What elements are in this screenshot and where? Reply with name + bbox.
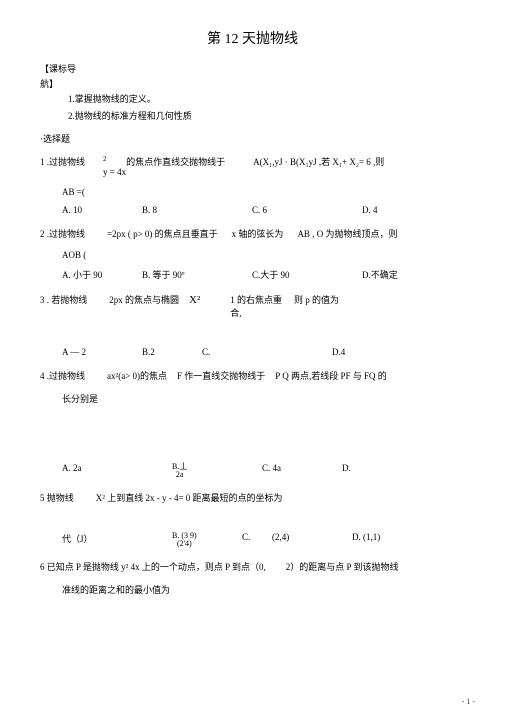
q3-lead: 3 . 若抛物线 [40,293,87,306]
q6-tail: 准线的距离之和的最小值为 [62,583,465,596]
q4-line1: 4 .过抛物线 ax²(a> 0)的焦点 F 作一直线交抛物线于 P Q 两点,… [40,369,465,382]
q4-opt-b: B.丄2a [172,463,262,479]
q4-pq: P Q 两点,若线段 PF 与 FQ 的 [275,369,386,382]
page-title: 第 12 天抛物线 [40,28,465,48]
q4-opt-d: D. [342,463,351,479]
q1-opt-c: C. 6 [252,205,362,215]
q2-tail: AB , O 为抛物线顶点，则 [297,227,397,240]
q1-eq: 2y = 4x [103,155,126,177]
q4-opt-a: A. 2a [62,463,172,479]
q5-lead: 5 抛物线 [40,491,74,504]
guide-label-1: 【课标导 [40,62,465,75]
q6-line1: 6 已知点 P 是抛物线 y² 4x 上的一个动点，则点 P 到点（0, 2）的… [40,560,465,573]
q1-opt-d: D. 4 [362,205,378,215]
guide-point-1: 1.掌握抛物线的定义。 [68,92,465,105]
q4-lead: 4 .过抛物线 [40,369,85,382]
q6-mid: 2）的距离与点 P 到该抛物线 [286,560,399,573]
q2-aob: AOB ( [62,250,465,260]
q5-opt-a: 代（J） [62,532,172,548]
q3-opt-a: A — 2 [62,347,142,357]
q1-ab: AB =( [62,187,465,197]
q3-tail3: 则 p 的值为 [294,293,339,306]
q1-lead: 1 .过抛物线 [40,155,85,168]
q2-opt-a: A. 小于 90 [62,268,142,281]
q1-mid: 的焦点作直线交抛物线于 [126,155,225,168]
q3-x2: X² [189,294,200,306]
q5-opt-b: B. (3 9)(2'4) [172,532,242,548]
q5-opt-d: D. (1,1) [352,532,380,548]
q2-lead: 2 .过抛物线 [40,227,85,240]
q3-opt-d: D.4 [332,347,345,357]
q5-opt-c: (2,4) [272,532,352,548]
q1-options: A. 10 B. 8 C. 6 D. 4 [62,205,465,215]
q4-options: A. 2a B.丄2a C. 4a D. [62,463,465,479]
guide-point-2: 2.抛物线的标准方程和几何性质 [68,109,465,122]
q2-eq: =2px ( p> 0) 的焦点且垂直于 [107,227,218,240]
q2-opt-b: B. 等于 90º [142,268,252,281]
q1-opt-b: B. 8 [142,205,252,215]
document-page: { "title": "第 12 天抛物线", "header": { "lab… [0,0,505,714]
q3-options: A — 2 B.2 C. D.4 [62,347,465,357]
q5-opt-c-label: C. [242,532,272,548]
q3-mid: 2px 的焦点与椭圆 [109,293,179,306]
guide-label-2: 航】 [40,77,465,90]
q4-opt-c: C. 4a [262,463,342,479]
q2-line1: 2 .过抛物线 =2px ( p> 0) 的焦点且垂直于 x 轴的弦长为 AB … [40,227,465,240]
page-number: - 1 - [462,697,475,706]
q3-line1: 3 . 若抛物线 2px 的焦点与椭圆 X² 1 的右焦点重合, 则 p 的值为 [40,293,465,319]
q2-opt-d: D.不确定 [362,268,398,281]
q5-options: 代（J） B. (3 9)(2'4) C. (2,4) D. (1,1) [62,532,465,548]
q2-opt-c: C.大于 90 [252,268,362,281]
q4-mid: F 作一直线交抛物线于 [177,369,265,382]
q1-pts: A(X₁,yJ · B(X₁yJ ,若 X₁+ X₂= 6 ,则 [253,155,384,168]
q3-tail1: 1 的右焦点重合, [230,293,282,319]
q4-eq: ax²(a> 0)的焦点 [107,369,167,382]
q3-opt-b: B.2 [142,347,202,357]
q1-line1: 1 .过抛物线 2y = 4x 的焦点作直线交抛物线于 A(X₁,yJ · B(… [40,155,465,177]
q2-mid: x 轴的弦长为 [232,227,284,240]
q6-lead: 6 已知点 P 是抛物线 y² 4x 上的一个动点，则点 P 到点（0, [40,560,266,573]
q2-options: A. 小于 90 B. 等于 90º C.大于 90 D.不确定 [62,268,465,281]
q5-mid: X² 上到直线 2x - y - 4= 0 距离最短的点的坐标为 [96,491,283,504]
section-choice: ·选择题 [40,132,465,145]
q3-opt-c: C. [202,347,332,357]
q4-tail: 长分别是 [62,392,465,405]
q1-opt-a: A. 10 [62,205,142,215]
q5-line1: 5 抛物线 X² 上到直线 2x - y - 4= 0 距离最短的点的坐标为 [40,491,465,504]
